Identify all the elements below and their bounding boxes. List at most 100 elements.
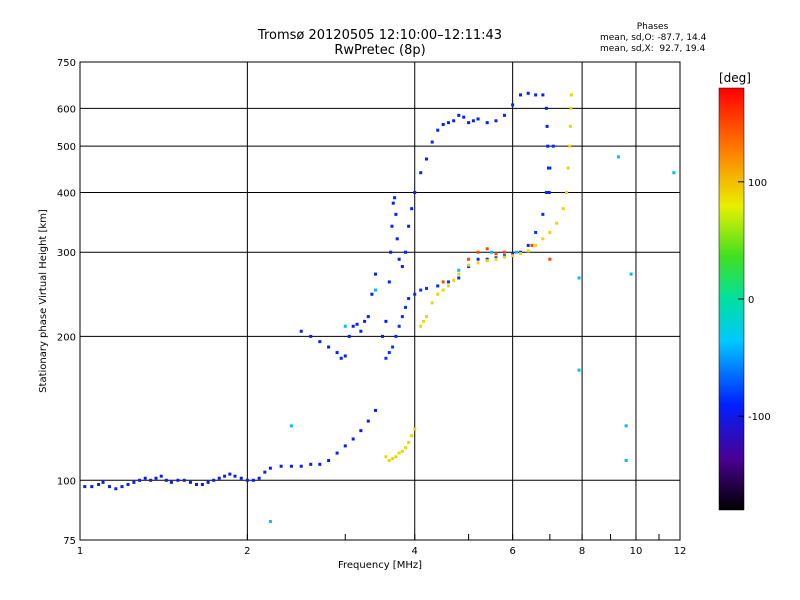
data-point <box>149 478 153 482</box>
data-point <box>577 276 581 280</box>
data-point <box>164 478 168 482</box>
data-point <box>441 123 445 127</box>
y-tick-label: 750 <box>57 58 76 69</box>
data-point <box>327 458 331 462</box>
data-point <box>541 237 545 241</box>
data-point <box>457 113 461 117</box>
data-point <box>366 315 370 319</box>
data-point <box>436 292 440 296</box>
data-point <box>373 288 377 292</box>
data-point <box>343 444 347 448</box>
data-point <box>425 157 429 161</box>
data-point <box>389 250 393 254</box>
data-point <box>194 482 198 486</box>
data-point <box>485 121 489 125</box>
data-point <box>90 485 94 489</box>
data-point <box>159 474 163 478</box>
data-point <box>502 255 506 259</box>
colorbar-label: [deg] <box>719 71 751 85</box>
data-point <box>467 121 471 125</box>
x-axis: 1 2 4 6 8 10 12 <box>77 534 686 557</box>
data-point <box>407 224 411 228</box>
data-point <box>143 476 147 480</box>
data-point <box>397 324 401 328</box>
data-point <box>263 470 267 474</box>
data-point <box>446 121 450 125</box>
plot-area <box>79 61 681 541</box>
data-point <box>410 207 414 211</box>
data-point <box>624 458 628 462</box>
data-point <box>530 243 534 247</box>
data-point <box>616 155 620 159</box>
data-point <box>526 243 530 247</box>
x-tick-label: 2 <box>244 546 250 557</box>
data-point <box>279 464 283 468</box>
data-point <box>544 190 548 194</box>
data-point <box>555 221 559 225</box>
data-point <box>502 250 506 254</box>
y-tick-label: 300 <box>57 248 76 259</box>
x-tick-label: 10 <box>630 546 643 557</box>
y-tick-label: 100 <box>57 476 76 487</box>
data-point <box>511 252 515 256</box>
data-point <box>387 280 391 284</box>
data-point <box>476 117 480 121</box>
data-point <box>318 340 322 344</box>
data-point <box>355 322 359 326</box>
data-point <box>309 334 313 338</box>
data-point <box>154 476 158 480</box>
data-point <box>299 329 303 333</box>
data-point <box>289 424 293 428</box>
data-point <box>476 257 480 261</box>
data-point <box>400 265 404 269</box>
y-tick-label: 600 <box>57 104 76 115</box>
data-point <box>384 319 388 323</box>
data-point <box>413 190 417 194</box>
data-point <box>394 212 398 216</box>
phase-stats-o: mean, sd,O: -87.7, 14.4 <box>600 33 707 43</box>
data-point <box>568 144 572 148</box>
data-point <box>217 476 221 480</box>
data-point <box>515 250 519 254</box>
data-point <box>380 334 384 338</box>
data-point <box>351 437 355 441</box>
data-point <box>544 106 548 110</box>
data-point <box>400 449 404 453</box>
data-point <box>343 324 347 328</box>
x-tick-label: 6 <box>509 546 515 557</box>
data-point <box>114 487 118 491</box>
data-point <box>569 93 573 97</box>
data-point <box>169 480 173 484</box>
data-point <box>467 257 471 261</box>
data-point <box>485 247 489 251</box>
data-point <box>624 424 628 428</box>
data-point <box>561 207 565 211</box>
data-point <box>404 446 408 450</box>
data-point <box>502 113 506 117</box>
data-point <box>452 119 456 123</box>
chart-subtitle: RwPretec (8p) <box>334 43 426 58</box>
data-point <box>541 212 545 216</box>
data-point <box>289 464 293 468</box>
data-point <box>430 140 434 144</box>
data-point <box>546 144 550 148</box>
data-point <box>176 478 180 482</box>
data-point <box>419 324 423 328</box>
data-point <box>212 478 216 482</box>
data-point <box>120 485 124 489</box>
data-point <box>309 462 313 466</box>
data-point <box>436 128 440 132</box>
data-point <box>397 451 401 455</box>
data-point <box>268 466 272 470</box>
data-point <box>387 458 391 462</box>
y-tick-label: 500 <box>57 142 76 153</box>
data-point <box>108 485 112 489</box>
data-point <box>347 334 351 338</box>
data-point <box>526 249 530 253</box>
data-point <box>569 106 573 110</box>
data-point <box>476 261 480 265</box>
x-tick-label: 1 <box>77 546 83 557</box>
data-point <box>335 351 339 355</box>
data-point <box>206 480 210 484</box>
